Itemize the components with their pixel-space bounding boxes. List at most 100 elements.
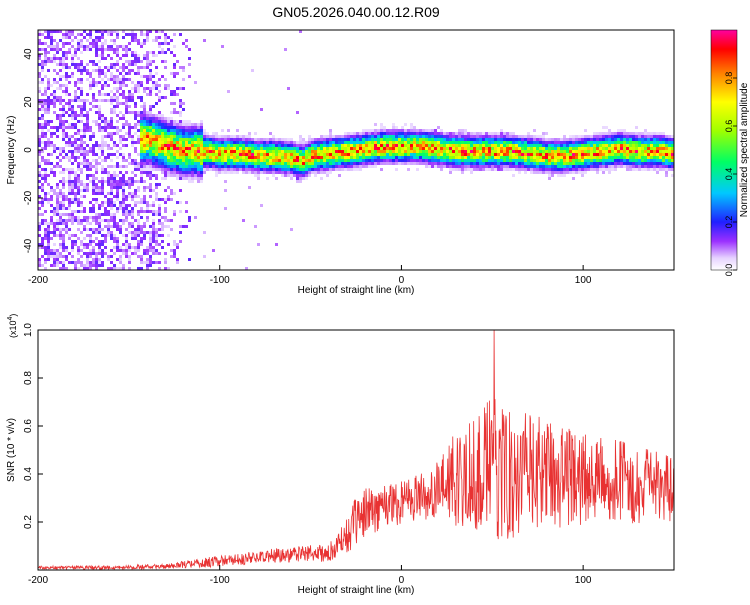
heatmap-cell [368, 129, 371, 132]
heatmap-cell [632, 141, 635, 144]
heatmap-cell [260, 165, 263, 168]
heatmap-cell [278, 150, 281, 153]
heatmap-cell [512, 168, 515, 171]
heatmap-cell [182, 102, 185, 105]
heatmap-cell [113, 222, 116, 225]
heatmap-cell [98, 108, 101, 111]
heatmap-cell [173, 174, 176, 177]
heatmap-cell [71, 54, 74, 57]
heatmap-cell [98, 216, 101, 219]
heatmap-cell [110, 192, 113, 195]
heatmap-cell [182, 78, 185, 81]
heatmap-cell [287, 144, 290, 147]
heatmap-cell [200, 177, 203, 180]
heatmap-cell [140, 117, 143, 120]
heatmap-cell [602, 171, 605, 174]
heatmap-cell [116, 63, 119, 66]
heatmap-cell [590, 147, 593, 150]
heatmap-cell [323, 144, 326, 147]
heatmap-cell [59, 192, 62, 195]
heatmap-cell [596, 159, 599, 162]
heatmap-cell [548, 144, 551, 147]
heatmap-cell [221, 165, 224, 168]
heatmap-cell [50, 249, 53, 252]
heatmap-cell [419, 153, 422, 156]
heatmap-cell [254, 144, 257, 147]
heatmap-cell [176, 150, 179, 153]
heatmap-cell [59, 189, 62, 192]
heatmap-cell [80, 45, 83, 48]
heatmap-cell [509, 159, 512, 162]
heatmap-x-tick-label: -100 [210, 275, 230, 286]
heatmap-cell [422, 162, 425, 165]
heatmap-cell [593, 132, 596, 135]
heatmap-cell [161, 42, 164, 45]
heatmap-cell [446, 159, 449, 162]
heatmap-cell [116, 120, 119, 123]
heatmap-cell [92, 81, 95, 84]
heatmap-cell [71, 39, 74, 42]
heatmap-cell [80, 162, 83, 165]
heatmap-cell [56, 264, 59, 267]
heatmap-cell [110, 153, 113, 156]
heatmap-cell [50, 36, 53, 39]
heatmap-cell [68, 213, 71, 216]
heatmap-cell [332, 168, 335, 171]
heatmap-cell [317, 153, 320, 156]
heatmap-cell [164, 120, 167, 123]
heatmap-cell [413, 159, 416, 162]
heatmap-cell [608, 168, 611, 171]
heatmap-cell [401, 156, 404, 159]
heatmap-cell [641, 153, 644, 156]
heatmap-cell [80, 195, 83, 198]
heatmap-cell [158, 222, 161, 225]
heatmap-cell [98, 252, 101, 255]
heatmap-cell [386, 162, 389, 165]
heatmap-cell [47, 51, 50, 54]
heatmap-cell [401, 159, 404, 162]
heatmap-cell [188, 180, 191, 183]
heatmap-cell [572, 168, 575, 171]
heatmap-cell [545, 162, 548, 165]
heatmap-cell [395, 126, 398, 129]
heatmap-cell [50, 219, 53, 222]
heatmap-cell [620, 138, 623, 141]
heatmap-cell [191, 129, 194, 132]
heatmap-cell [365, 138, 368, 141]
heatmap-cell [110, 135, 113, 138]
heatmap-cell [125, 111, 128, 114]
heatmap-cell [89, 48, 92, 51]
heatmap-cell [59, 75, 62, 78]
heatmap-cell [89, 264, 92, 267]
heatmap-cell [479, 132, 482, 135]
heatmap-cell [536, 156, 539, 159]
heatmap-cell [209, 159, 212, 162]
heatmap-cell [122, 114, 125, 117]
heatmap-cell [266, 165, 269, 168]
heatmap-cell [71, 141, 74, 144]
heatmap-cell [581, 138, 584, 141]
heatmap-cell [164, 189, 167, 192]
heatmap-cell [77, 258, 80, 261]
heatmap-cell [668, 162, 671, 165]
heatmap-cell [626, 147, 629, 150]
heatmap-cell [626, 168, 629, 171]
heatmap-cell [638, 132, 641, 135]
heatmap-cell [101, 165, 104, 168]
heatmap-cell [68, 219, 71, 222]
heatmap-cell [245, 168, 248, 171]
heatmap-cell [80, 243, 83, 246]
heatmap-cell [188, 171, 191, 174]
heatmap-cell [53, 69, 56, 72]
heatmap-cell [146, 264, 149, 267]
heatmap-cell [575, 138, 578, 141]
heatmap-cell [86, 255, 89, 258]
heatmap-cell [134, 117, 137, 120]
heatmap-cell [83, 243, 86, 246]
heatmap-cell [38, 243, 41, 246]
heatmap-cell [131, 237, 134, 240]
heatmap-cell [197, 135, 200, 138]
heatmap-cell [263, 171, 266, 174]
heatmap-cell [176, 171, 179, 174]
heatmap-cell [404, 162, 407, 165]
